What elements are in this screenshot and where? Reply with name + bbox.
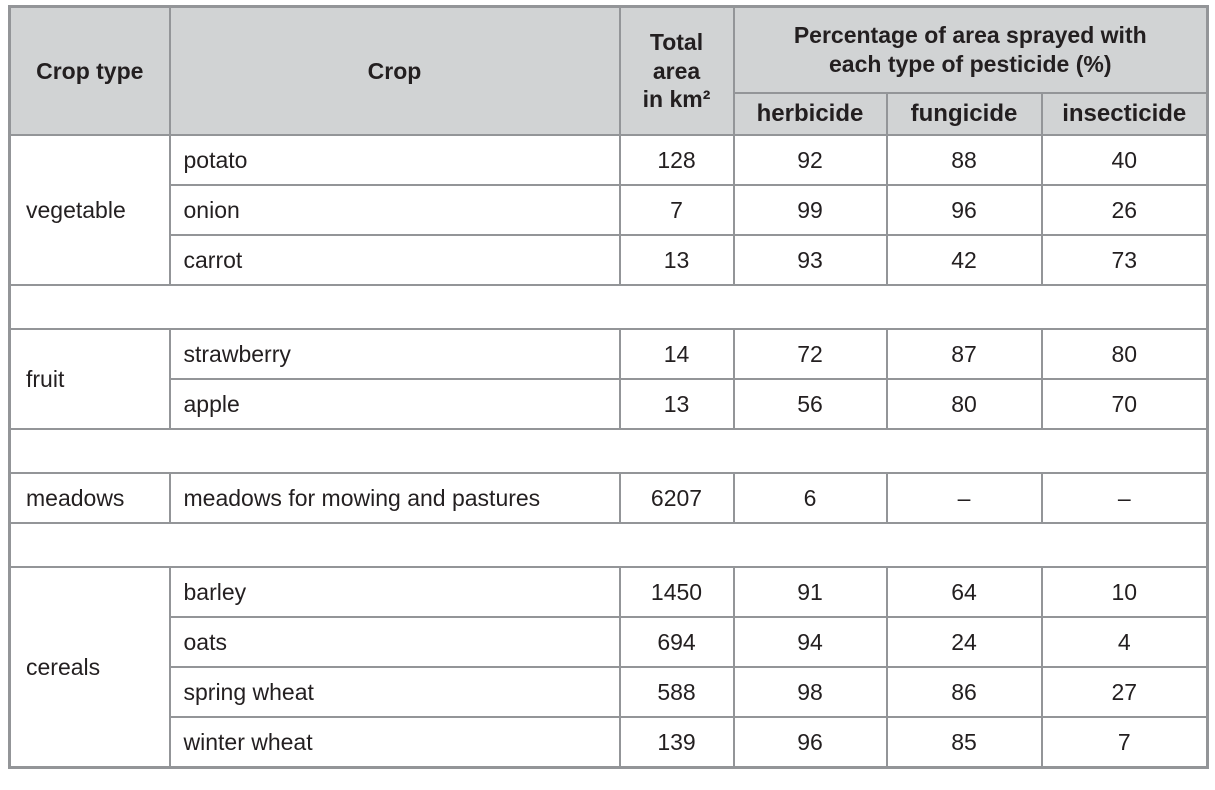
crop-cell: apple <box>168 378 621 430</box>
fungicide-cell: 85 <box>885 716 1043 769</box>
crop-cell: winter wheat <box>168 716 621 769</box>
separator-row <box>9 284 1208 330</box>
fungicide-cell: 88 <box>885 134 1043 186</box>
herbicide-cell: 56 <box>732 378 888 430</box>
crop-type-cell: cereals <box>8 566 171 769</box>
herbicide-cell: 94 <box>732 616 888 668</box>
table-header: Crop type Crop Total area in km² Percent… <box>8 5 1209 136</box>
herbicide-cell: 92 <box>732 134 888 186</box>
fungicide-cell: 24 <box>885 616 1043 668</box>
insecticide-cell: 26 <box>1040 184 1209 236</box>
table-row: onion 7 99 96 26 <box>10 184 1209 236</box>
total-area-cell: 588 <box>618 666 735 718</box>
herbicide-cell: 72 <box>732 328 888 380</box>
header-total-area: Total area in km² <box>618 5 735 136</box>
table-row: winter wheat 139 96 85 7 <box>10 716 1209 769</box>
total-area-cell: 128 <box>618 134 735 186</box>
crop-cell: oats <box>168 616 621 668</box>
crop-type-cell: meadows <box>8 472 171 524</box>
herbicide-cell: 96 <box>732 716 888 769</box>
separator-row <box>9 428 1208 474</box>
fungicide-cell: 80 <box>885 378 1043 430</box>
crop-cell: spring wheat <box>168 666 621 718</box>
table-row: apple 13 56 80 70 <box>10 378 1209 430</box>
table-body: vegetable potato 128 92 88 40 onion 7 99 96 26 carr… <box>8 134 1209 769</box>
total-area-cell: 14 <box>618 328 735 380</box>
insecticide-cell: 70 <box>1040 378 1209 430</box>
total-area-cell: 694 <box>618 616 735 668</box>
fungicide-cell: 64 <box>885 566 1043 618</box>
crop-cell: carrot <box>168 234 621 286</box>
herbicide-cell: 93 <box>732 234 888 286</box>
insecticide-cell: 10 <box>1040 566 1209 618</box>
total-area-cell: 1450 <box>618 566 735 618</box>
herbicide-cell: 6 <box>732 472 888 524</box>
crop-cell: potato <box>168 134 621 186</box>
crop-cell: meadows for mowing and pastures <box>168 472 621 524</box>
total-area-cell: 13 <box>618 234 735 286</box>
fungicide-cell: – <box>885 472 1043 524</box>
header-pesticide-group: Percentage of area sprayed with each typ… <box>732 5 1209 94</box>
crop-cell: onion <box>168 184 621 236</box>
separator-cell <box>9 428 1208 474</box>
separator-cell <box>9 522 1208 568</box>
crop-cell: strawberry <box>168 328 621 380</box>
table-row: meadows meadows for mowing and pastures 62… <box>8 472 1209 524</box>
fungicide-cell: 96 <box>885 184 1043 236</box>
pesticide-table: Crop type Crop Total area in km² Percent… <box>8 5 1209 769</box>
separator-row <box>9 522 1208 568</box>
total-area-cell: 6207 <box>618 472 735 524</box>
total-area-cell: 139 <box>618 716 735 769</box>
fungicide-cell: 42 <box>885 234 1043 286</box>
header-insecticide: insecticide <box>1040 92 1209 136</box>
table-row: fruit strawberry 14 72 87 80 <box>8 328 1209 430</box>
insecticide-cell: 27 <box>1040 666 1209 718</box>
crop-cell: barley <box>168 566 621 618</box>
table-row: vegetable potato 128 92 88 40 <box>8 134 1209 286</box>
table-row: oats 694 94 24 4 <box>10 616 1209 668</box>
fungicide-cell: 86 <box>885 666 1043 718</box>
header-herbicide: herbicide <box>732 92 888 136</box>
header-row-sub: herbicide fungicide insecticide <box>10 92 1209 136</box>
insecticide-cell: 80 <box>1040 328 1209 380</box>
insecticide-cell: 73 <box>1040 234 1209 286</box>
total-area-cell: 7 <box>618 184 735 236</box>
total-area-cell: 13 <box>618 378 735 430</box>
fungicide-cell: 87 <box>885 328 1043 380</box>
header-fungicide: fungicide <box>885 92 1043 136</box>
crop-type-cell: fruit <box>8 328 171 430</box>
header-crop: Crop <box>168 5 621 136</box>
table-row: carrot 13 93 42 73 <box>10 234 1209 286</box>
herbicide-cell: 91 <box>732 566 888 618</box>
insecticide-cell: 7 <box>1040 716 1209 769</box>
insecticide-cell: 4 <box>1040 616 1209 668</box>
header-row-top: Crop type Crop Total area in km² Percent… <box>8 5 1209 136</box>
separator-cell <box>9 284 1208 330</box>
crop-type-cell: vegetable <box>8 134 171 286</box>
table-row: cereals barley 1450 91 64 10 <box>8 566 1209 769</box>
table-row: spring wheat 588 98 86 27 <box>10 666 1209 718</box>
header-crop-type: Crop type <box>8 5 171 136</box>
herbicide-cell: 99 <box>732 184 888 236</box>
herbicide-cell: 98 <box>732 666 888 718</box>
insecticide-cell: 40 <box>1040 134 1209 186</box>
insecticide-cell: – <box>1040 472 1209 524</box>
